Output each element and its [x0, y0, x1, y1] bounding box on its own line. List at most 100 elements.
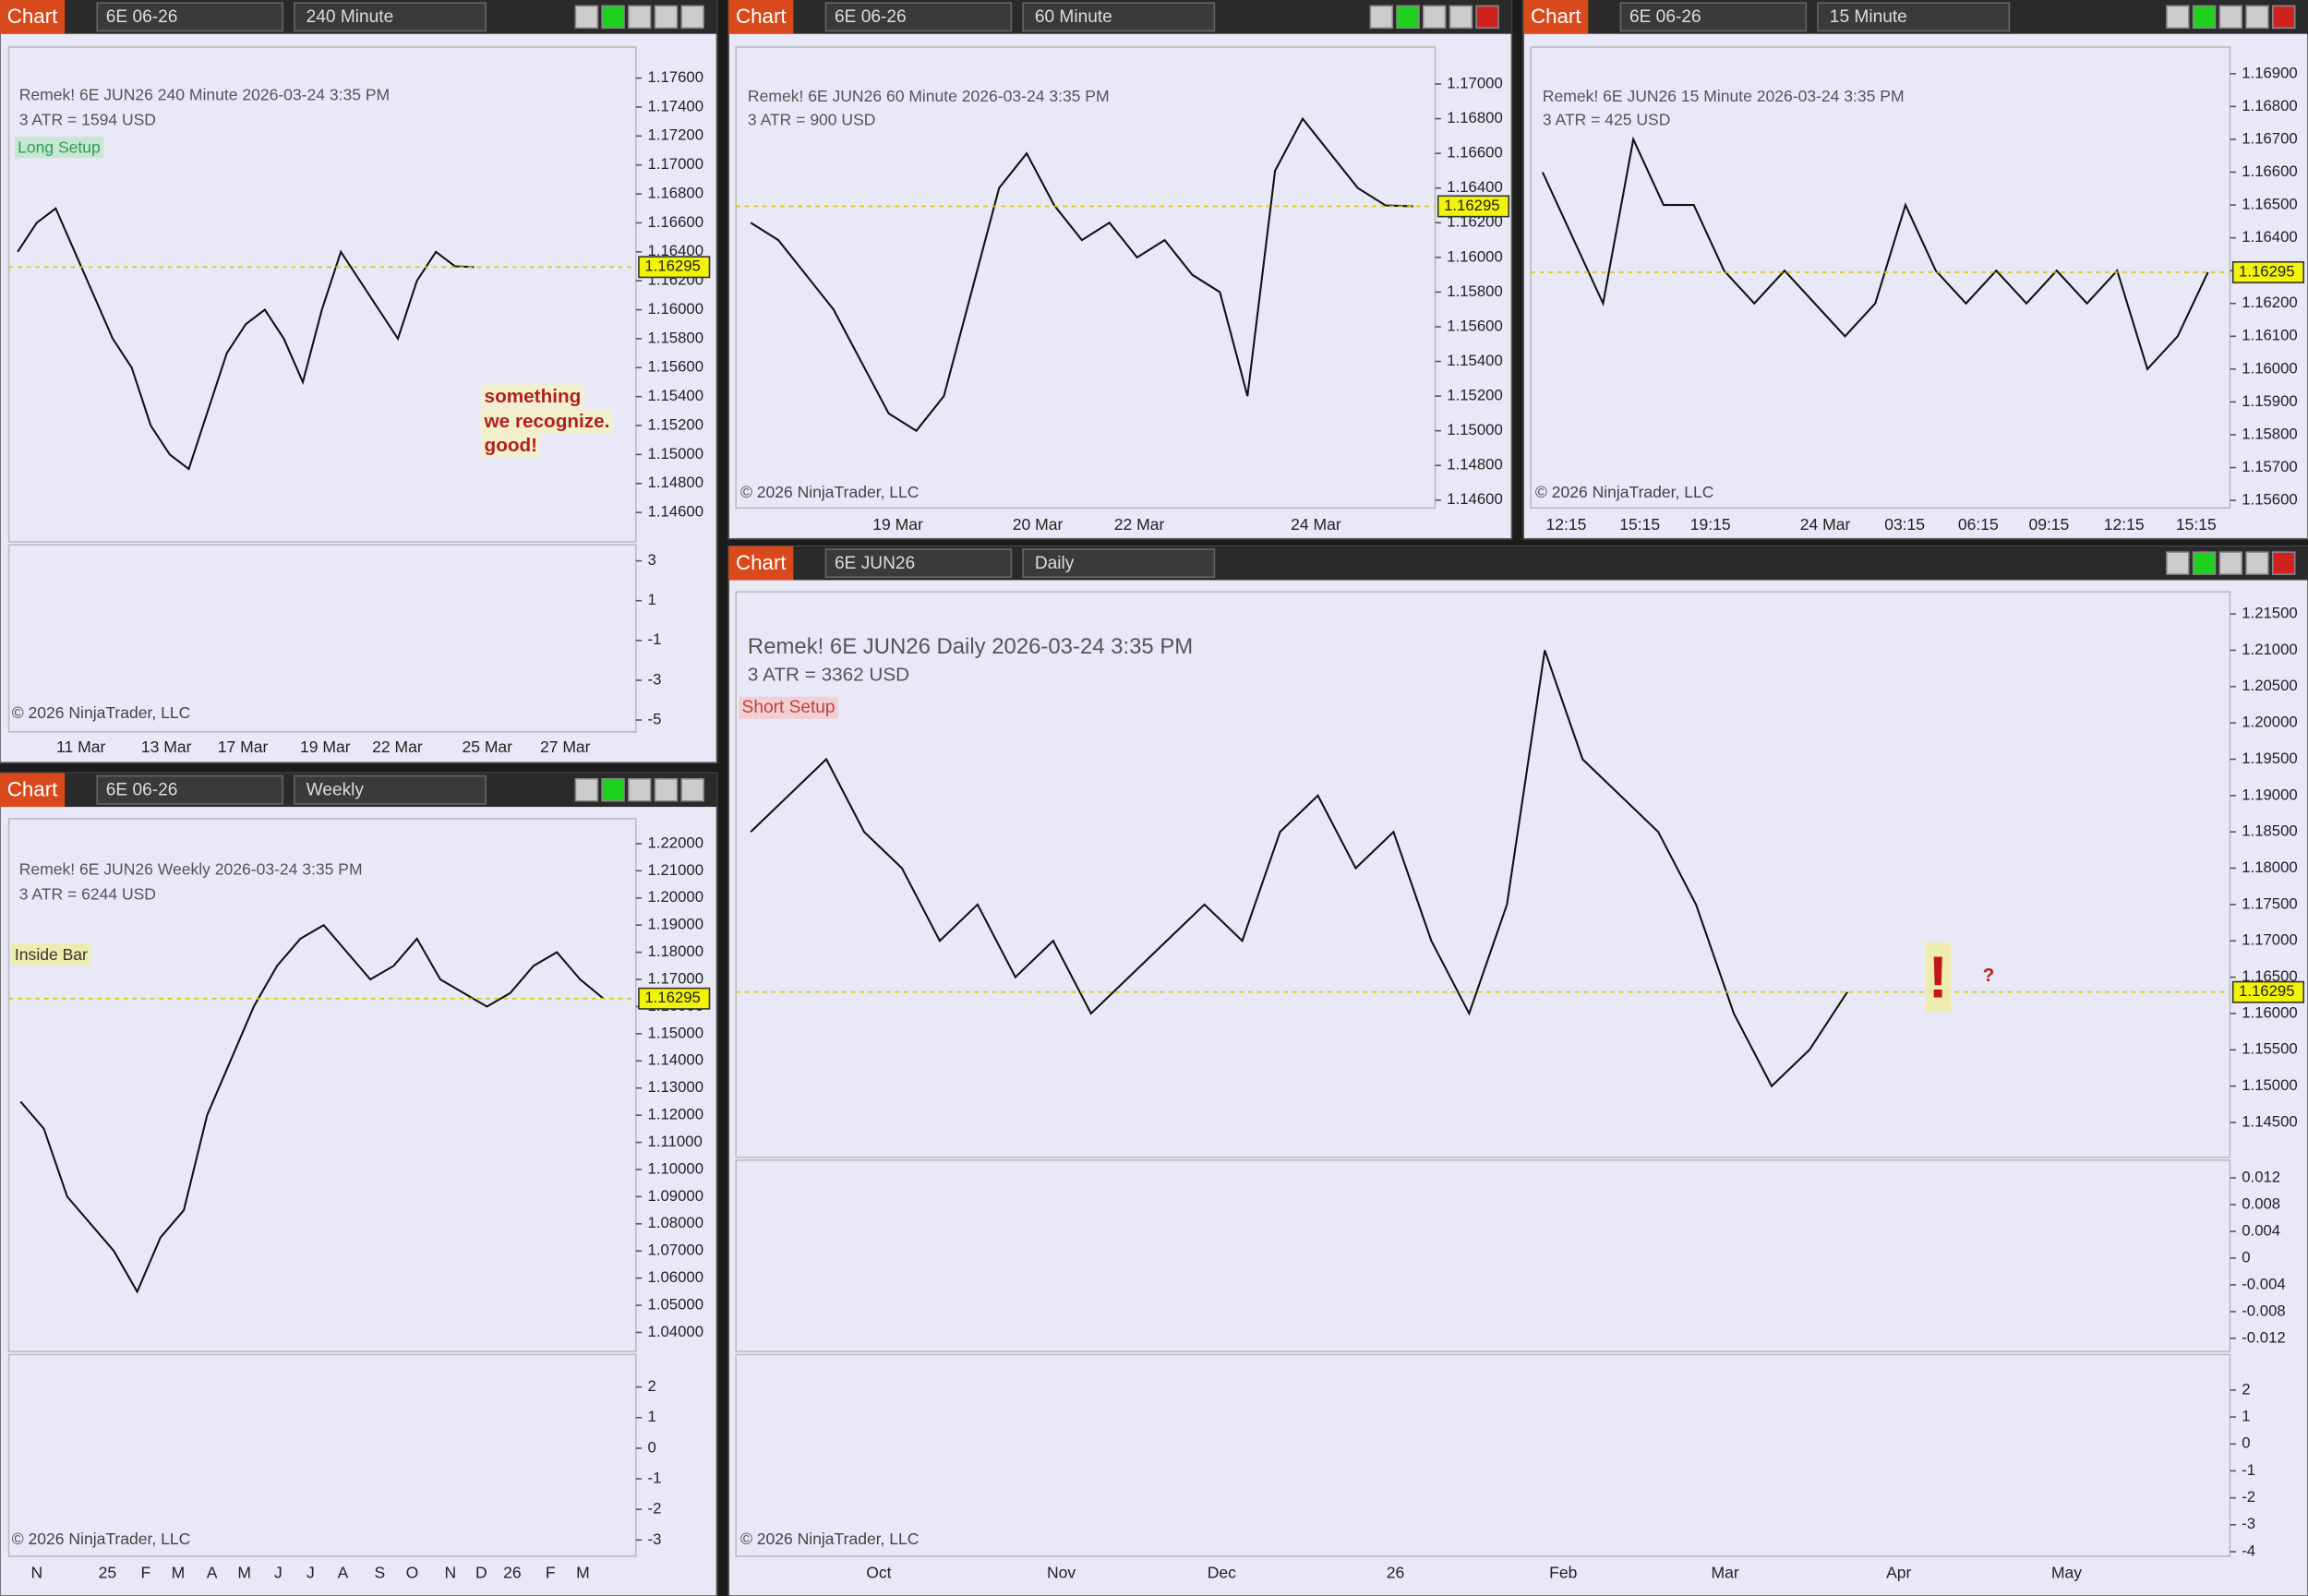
price-tick-label: 1.07000 — [648, 1242, 703, 1259]
price-tick-label: 1.15000 — [1447, 421, 1502, 438]
window-button[interactable] — [1369, 5, 1394, 30]
indicator-panel — [735, 1159, 2231, 1353]
window-button[interactable] — [2218, 5, 2243, 30]
window-button[interactable] — [654, 777, 679, 802]
price-tick-label: 1.08000 — [648, 1214, 703, 1231]
window-button[interactable] — [1449, 5, 1473, 30]
window-button[interactable] — [654, 5, 679, 30]
date-label: 24 Mar — [1800, 515, 1851, 534]
timeframe-box[interactable] — [1022, 548, 1216, 579]
window-button[interactable] — [601, 5, 625, 30]
chart-tab-label[interactable]: Chart — [7, 5, 58, 28]
price-tick-label: 1.12000 — [648, 1106, 703, 1123]
symbol-box[interactable] — [1619, 2, 1808, 32]
price-tick-label: 1.17000 — [2242, 931, 2297, 949]
annotation-bg — [481, 384, 584, 409]
timeframe[interactable]: 60 Minute — [1035, 7, 1112, 27]
last-price-marker — [638, 256, 711, 279]
window-button[interactable] — [2166, 5, 2190, 30]
chart-tab[interactable] — [728, 546, 794, 581]
price-tick-label: 1.16400 — [1447, 178, 1502, 196]
indicator-tick-label: -4 — [2242, 1542, 2255, 1559]
chart-tab-label[interactable]: Chart — [736, 551, 787, 574]
timeframe-box[interactable] — [1817, 2, 2011, 32]
symbol-box[interactable] — [824, 2, 1013, 32]
window-button[interactable] — [2166, 551, 2190, 575]
price-tick-label: 1.15000 — [2242, 1076, 2297, 1094]
date-label: 25 Mar — [462, 738, 512, 756]
indicator-tick-label: 0 — [2242, 1248, 2250, 1266]
window-button[interactable] — [628, 777, 652, 802]
price-tick-label: 1.13000 — [648, 1078, 703, 1096]
price-tick-label: 1.15000 — [648, 1024, 703, 1041]
window-button[interactable] — [1422, 5, 1447, 30]
window-button[interactable] — [2192, 5, 2217, 30]
date-label: N — [31, 1564, 43, 1582]
chart-tab-label[interactable]: Chart — [7, 777, 58, 800]
date-label: Mar — [1712, 1564, 1739, 1582]
annotation-bg — [11, 943, 91, 966]
timeframe-box[interactable] — [294, 2, 487, 32]
symbol[interactable]: 6E 06-26 — [106, 781, 178, 800]
price-tick-label: 1.22000 — [648, 834, 703, 851]
price-tick-label: 1.20500 — [2242, 677, 2297, 694]
date-label: 22 Mar — [1114, 515, 1165, 534]
date-label: 17 Mar — [218, 738, 269, 756]
annotation-bg — [739, 696, 838, 719]
symbol[interactable]: 6E 06-26 — [106, 7, 178, 27]
indicator-tick-label: -3 — [2242, 1515, 2255, 1532]
chart-header: 3 ATR = 425 USD — [1543, 110, 1671, 128]
chart-tab[interactable] — [0, 0, 66, 34]
last-price-label: 1.16295 — [2239, 262, 2294, 280]
window-button[interactable] — [601, 777, 625, 802]
window-button[interactable] — [2245, 551, 2269, 575]
symbol[interactable]: 6E 06-26 — [1629, 7, 1701, 27]
window-button[interactable] — [1396, 5, 1420, 30]
timeframe[interactable]: 240 Minute — [307, 7, 394, 27]
chart-tab[interactable] — [0, 773, 66, 808]
timeframe[interactable]: 15 Minute — [1830, 7, 1907, 27]
last-price-label: 1.16295 — [644, 989, 700, 1006]
timeframe[interactable]: Weekly — [307, 781, 365, 800]
chart-tab[interactable] — [1523, 0, 1589, 34]
chart-tab-label[interactable]: Chart — [1531, 5, 1581, 28]
chart-tab-label[interactable]: Chart — [736, 5, 787, 28]
price-tick-label: 1.21500 — [2242, 605, 2297, 622]
symbol[interactable]: 6E 06-26 — [835, 7, 907, 27]
symbol-box[interactable] — [824, 548, 1013, 579]
window-button[interactable] — [2218, 551, 2243, 575]
date-label: A — [207, 1564, 218, 1582]
timeframe-box[interactable] — [1022, 2, 1216, 32]
symbol-box[interactable] — [96, 2, 283, 32]
window-button[interactable] — [628, 5, 652, 30]
price-tick-label: 1.16000 — [2242, 1003, 2297, 1021]
indicator-tick-label: -1 — [2242, 1461, 2255, 1479]
indicator-tick-label: -3 — [648, 1530, 662, 1548]
date-label: M — [576, 1564, 590, 1582]
date-label: 25 — [99, 1564, 117, 1582]
window-button[interactable] — [2271, 551, 2296, 575]
window-button[interactable] — [2192, 551, 2217, 575]
window-button[interactable] — [680, 5, 704, 30]
timeframe-box[interactable] — [294, 774, 487, 805]
price-tick-label: 1.15900 — [2242, 392, 2297, 410]
timeframe[interactable]: Daily — [1035, 554, 1075, 573]
window-button[interactable] — [680, 777, 704, 802]
window-button[interactable] — [1475, 5, 1499, 30]
date-label: 15:15 — [1619, 515, 1660, 534]
date-label: 12:15 — [1545, 515, 1586, 534]
chart-tab[interactable] — [728, 0, 794, 34]
price-tick-label: 1.19000 — [2242, 786, 2297, 803]
chart-header: Remek! 6E JUN26 Daily 2026-03-24 3:35 PM — [748, 634, 1193, 659]
date-label: 26 — [1387, 1564, 1405, 1582]
price-tick-label: 1.17400 — [648, 97, 703, 114]
window-button[interactable] — [2271, 5, 2296, 30]
date-label: 13 Mar — [141, 738, 192, 756]
symbol[interactable]: 6E JUN26 — [835, 554, 915, 573]
window-button[interactable] — [2245, 5, 2269, 30]
window-button[interactable] — [574, 5, 599, 30]
symbol-box[interactable] — [96, 774, 283, 805]
window-button[interactable] — [574, 777, 599, 802]
indicator-tick-label: -0.012 — [2242, 1328, 2285, 1346]
price-tick-label: 1.14600 — [648, 503, 703, 521]
